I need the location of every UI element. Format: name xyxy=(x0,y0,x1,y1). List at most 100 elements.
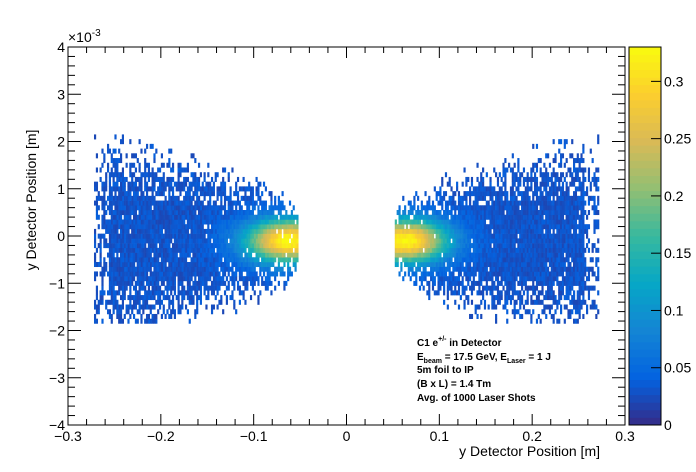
heatmap-cell xyxy=(513,257,516,263)
heatmap-cell xyxy=(210,176,214,182)
heatmap-cell xyxy=(584,176,587,182)
heatmap-cell xyxy=(162,233,165,239)
heatmap-cell xyxy=(294,261,297,268)
heatmap-cell xyxy=(504,214,507,220)
heatmap-cell xyxy=(558,139,561,145)
heatmap-cell xyxy=(558,271,561,277)
heatmap-cell xyxy=(508,280,511,286)
heatmap-cell xyxy=(203,271,206,277)
heatmap-cell xyxy=(576,158,579,164)
heatmap-cell xyxy=(495,172,498,178)
heatmap-cell xyxy=(125,176,128,182)
heatmap-cell xyxy=(145,266,149,272)
heatmap-cell xyxy=(586,309,589,315)
heatmap-cell xyxy=(545,266,548,272)
heatmap-cell xyxy=(149,233,152,239)
heatmap-cell xyxy=(199,238,202,244)
heatmap-cell xyxy=(183,219,186,225)
heatmap-cell xyxy=(517,210,520,216)
heatmap-cell xyxy=(467,219,470,225)
heatmap-cell xyxy=(235,181,238,187)
heatmap-cell xyxy=(511,295,514,301)
heatmap-cell xyxy=(175,224,178,230)
heatmap-cell xyxy=(521,228,524,234)
heatmap-cell xyxy=(584,285,587,291)
heatmap-cell xyxy=(212,219,215,225)
heatmap-cell xyxy=(400,247,403,253)
heatmap-cell xyxy=(569,290,572,296)
heatmap-cell xyxy=(151,276,154,282)
heatmap-cell xyxy=(545,172,548,178)
heatmap-cell xyxy=(534,191,537,197)
heatmap-cell xyxy=(294,238,297,244)
heatmap-cell xyxy=(530,167,533,173)
heatmap-cell xyxy=(179,304,182,310)
heatmap-cell xyxy=(121,238,124,244)
heatmap-cell xyxy=(439,243,442,249)
heatmap-cell xyxy=(511,214,514,220)
heatmap-cell xyxy=(292,252,295,258)
heatmap-cell xyxy=(231,228,234,234)
heatmap-cell xyxy=(428,243,431,249)
heatmap-cell xyxy=(153,243,156,249)
heatmap-cell xyxy=(275,271,279,277)
heatmap-cell xyxy=(496,200,500,206)
heatmap-cell xyxy=(513,181,516,187)
heatmap-cell xyxy=(240,233,243,239)
heatmap-cell xyxy=(119,238,123,244)
heatmap-cell xyxy=(584,224,587,230)
heatmap-cell xyxy=(506,261,509,268)
heatmap-cell xyxy=(550,191,553,197)
heatmap-cell xyxy=(136,158,139,164)
heatmap-cell xyxy=(569,214,572,220)
heatmap-cell xyxy=(435,233,438,239)
heatmap-cell xyxy=(448,247,451,253)
heatmap-cell xyxy=(108,233,112,239)
heatmap-cell xyxy=(220,238,223,244)
heatmap-cell xyxy=(469,224,472,230)
heatmap-cell xyxy=(116,247,119,253)
heatmap-cell xyxy=(580,261,583,268)
heatmap-cell xyxy=(528,205,531,211)
heatmap-cell xyxy=(517,280,520,286)
heatmap-cell xyxy=(227,210,230,216)
heatmap-cell xyxy=(439,271,442,277)
heatmap-cell xyxy=(160,247,163,253)
heatmap-cell xyxy=(554,271,557,277)
heatmap-cell xyxy=(456,252,459,258)
heatmap-cell xyxy=(431,276,435,282)
heatmap-cell xyxy=(181,285,184,291)
heatmap-cell xyxy=(457,224,461,230)
heatmap-cell xyxy=(240,266,243,272)
heatmap-cell xyxy=(586,214,589,220)
heatmap-cell xyxy=(528,195,531,201)
heatmap-cell xyxy=(207,228,210,234)
heatmap-cell xyxy=(175,247,178,253)
heatmap-cell xyxy=(132,162,136,168)
heatmap-cell xyxy=(253,290,256,296)
heatmap-cell xyxy=(177,210,180,216)
heatmap-cell xyxy=(99,233,102,239)
heatmap-cell xyxy=(242,233,245,239)
heatmap-cell xyxy=(179,210,182,216)
heatmap-cell xyxy=(530,205,533,211)
heatmap-cell xyxy=(270,247,273,253)
heatmap-cell xyxy=(532,205,535,211)
heatmap-cell xyxy=(288,233,292,239)
heatmap-cell xyxy=(567,285,570,291)
heatmap-cell xyxy=(99,167,102,173)
heatmap-cell xyxy=(430,261,433,268)
heatmap-cell xyxy=(498,191,501,197)
heatmap-cell xyxy=(580,200,583,206)
heatmap-cell xyxy=(550,186,553,192)
heatmap-cell xyxy=(164,210,167,216)
heatmap-cell xyxy=(186,233,189,239)
heatmap-cell xyxy=(160,257,163,263)
heatmap-cell xyxy=(134,205,137,211)
heatmap-cell xyxy=(439,276,442,282)
heatmap-cell xyxy=(532,299,535,305)
heatmap-cell xyxy=(158,252,162,258)
heatmap-cell xyxy=(569,247,572,253)
heatmap-cell xyxy=(140,257,143,263)
heatmap-cell xyxy=(493,252,496,258)
